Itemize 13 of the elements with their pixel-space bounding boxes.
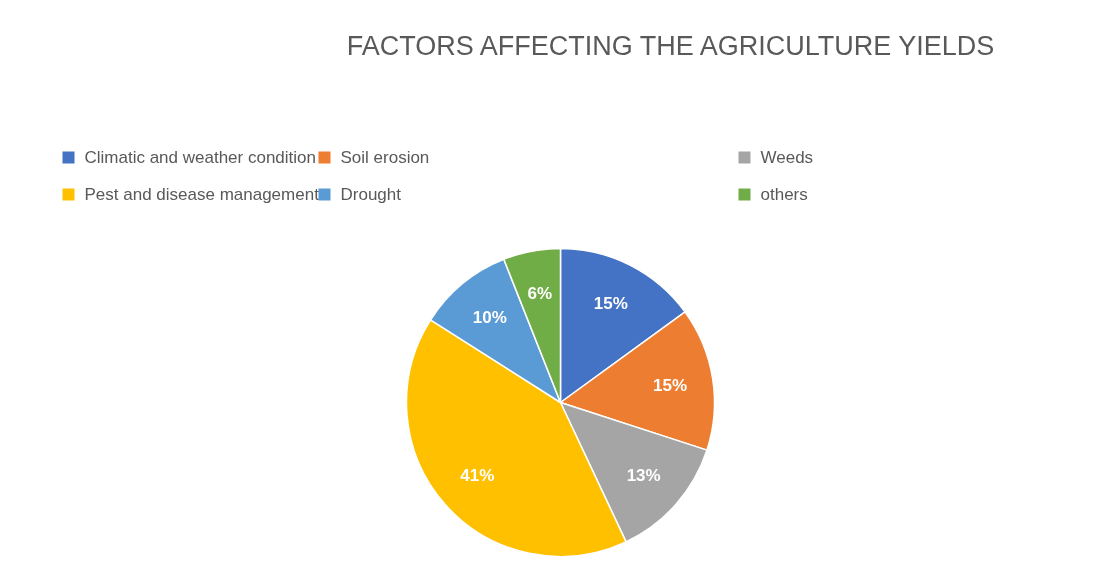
data-label: 15% xyxy=(593,294,628,314)
data-label: 15% xyxy=(653,375,688,395)
data-label: 13% xyxy=(626,466,661,486)
data-label: 6% xyxy=(527,284,553,304)
legend-label: Soil erosion xyxy=(340,148,430,167)
legend-label: Drought xyxy=(340,185,402,204)
legend-label: Weeds xyxy=(760,148,814,167)
data-label: 10% xyxy=(472,307,507,327)
legend-label: Climatic and weather condition xyxy=(84,148,317,167)
legend-label: others xyxy=(760,185,808,204)
data-label: 41% xyxy=(460,466,495,486)
legend-label: Pest and disease management xyxy=(84,185,320,204)
chart-title: FACTORS AFFECTING THE AGRICULTURE YIELDS xyxy=(346,30,995,61)
